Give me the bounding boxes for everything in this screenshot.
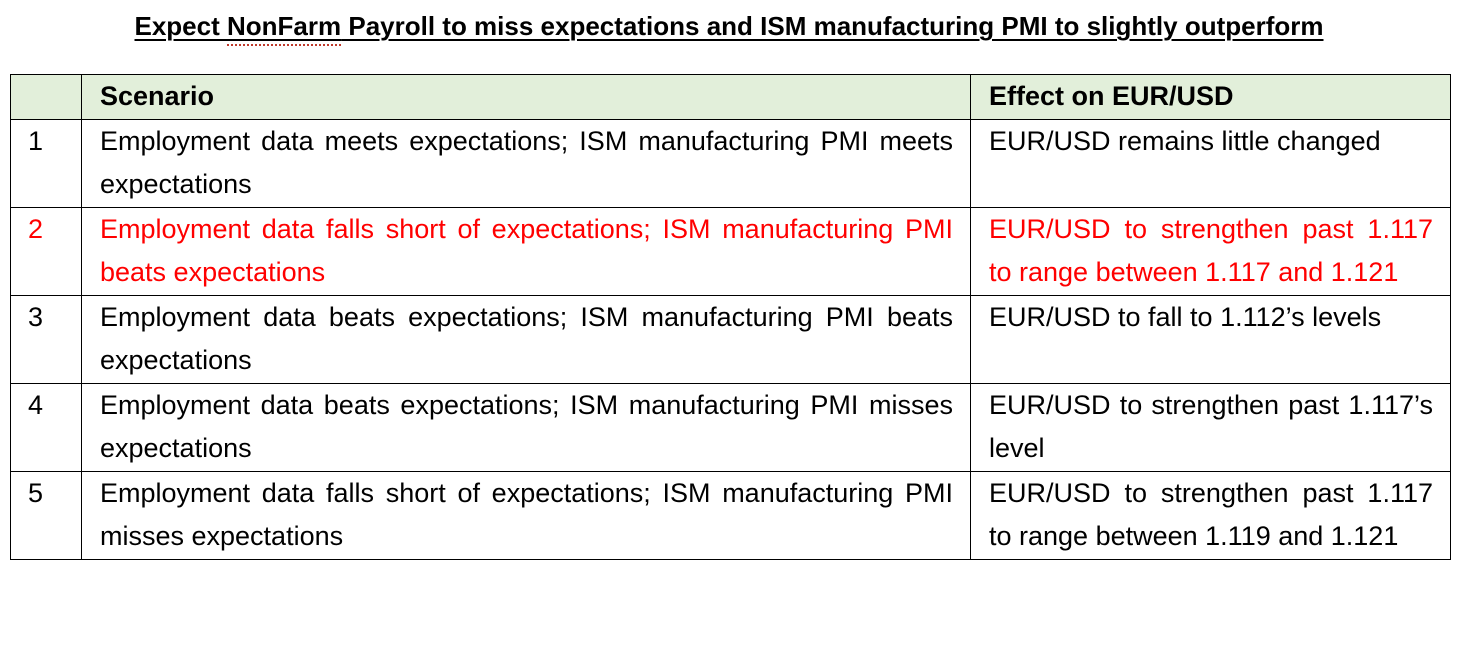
row-effect: EUR/USD remains little changed <box>970 118 1451 208</box>
row-effect: EUR/USD to strengthen past 1.117 to rang… <box>970 206 1451 296</box>
table-row-highlighted: 2 Employment data falls short of expecta… <box>10 206 1451 296</box>
header-scenario: Scenario <box>81 74 971 120</box>
row-effect: EUR/USD to strengthen past 1.117 to rang… <box>970 470 1451 560</box>
table-row: 5 Employment data falls short of expecta… <box>10 470 1451 560</box>
row-scenario: Employment data falls short of expectati… <box>81 206 971 296</box>
table-row: 3 Employment data beats expectations; IS… <box>10 294 1451 384</box>
table-header-row: Scenario Effect on EUR/USD <box>10 74 1451 120</box>
row-scenario: Employment data falls short of expectati… <box>81 470 971 560</box>
header-number <box>10 74 82 120</box>
header-effect: Effect on EUR/USD <box>970 74 1451 120</box>
row-number: 1 <box>10 118 82 208</box>
row-scenario: Employment data beats expectations; ISM … <box>81 382 971 472</box>
row-scenario: Employment data meets expectations; ISM … <box>81 118 971 208</box>
table-row: 4 Employment data beats expectations; IS… <box>10 382 1451 472</box>
row-number: 3 <box>10 294 82 384</box>
title-part-before: Expect <box>134 11 227 41</box>
row-effect: EUR/USD to fall to 1.112’s levels <box>970 294 1451 384</box>
row-effect: EUR/USD to strengthen past 1.117’s level <box>970 382 1451 472</box>
row-number: 4 <box>10 382 82 472</box>
row-number: 2 <box>10 206 82 296</box>
page-title: Expect NonFarm Payroll to miss expectati… <box>0 6 1458 46</box>
row-number: 5 <box>10 470 82 560</box>
row-scenario: Employment data beats expectations; ISM … <box>81 294 971 384</box>
title-word-nonfarm: NonFarm <box>227 11 342 41</box>
table-row: 1 Employment data meets expectations; IS… <box>10 118 1451 208</box>
title-part-after: Payroll to miss expectations and ISM man… <box>341 11 1324 41</box>
scenario-table: Scenario Effect on EUR/USD 1 Employment … <box>10 74 1451 560</box>
